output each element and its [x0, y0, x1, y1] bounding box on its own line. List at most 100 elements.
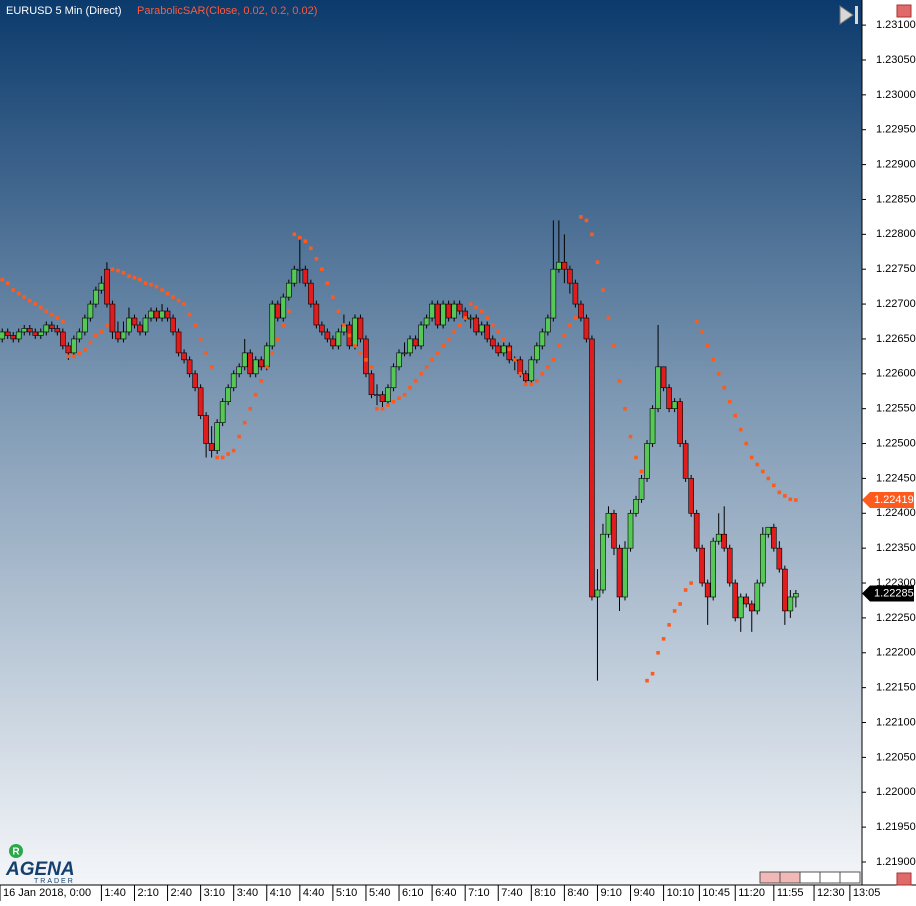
candle-body	[655, 366, 661, 409]
candle-body	[710, 540, 716, 598]
logo: AGENA	[5, 859, 75, 880]
zoom-box[interactable]	[759, 871, 781, 884]
candle-body	[87, 303, 94, 319]
sar-dot	[546, 365, 550, 369]
sar-dot	[55, 316, 60, 320]
x-tick-label: 2:40	[171, 887, 192, 899]
sar-dot	[314, 256, 319, 261]
candle-body	[379, 394, 386, 403]
y-tick-label: 1.22900	[876, 158, 916, 170]
sar-dot	[242, 420, 247, 425]
candle-body	[445, 303, 452, 319]
sar-last-box	[862, 492, 914, 509]
sar-dot	[645, 678, 649, 683]
sar-dot	[220, 455, 225, 460]
candle-body	[153, 310, 160, 319]
candle-body	[594, 589, 601, 598]
sar-dot	[535, 378, 539, 383]
candle-body	[126, 317, 132, 333]
sar-dot	[16, 291, 21, 296]
sar-dot	[248, 406, 253, 411]
sar-dot	[540, 372, 545, 376]
sar-dot	[777, 490, 782, 495]
zoom-box[interactable]	[779, 871, 801, 884]
x-tick-label: 6:10	[402, 887, 423, 899]
candle-body	[401, 352, 408, 355]
sar-dot	[479, 309, 484, 313]
sar-dot	[292, 232, 297, 237]
sar-dot	[281, 323, 286, 327]
sar-dot	[678, 602, 682, 606]
candle-body	[236, 366, 242, 375]
candle-body	[423, 317, 430, 326]
candle-body	[456, 303, 463, 312]
zoom-box[interactable]	[799, 871, 821, 884]
sar-dot	[772, 483, 776, 488]
sar-dot	[794, 498, 798, 502]
candle-body	[374, 394, 380, 397]
sar-dot	[650, 671, 655, 676]
candle-body	[506, 345, 513, 361]
sar-dot	[446, 337, 451, 341]
candle-body	[627, 512, 634, 549]
sar-dot	[0, 277, 5, 282]
candle-body	[186, 359, 193, 375]
sar-dot	[143, 281, 148, 285]
logo-badge-text: R	[12, 847, 20, 858]
sar-dot	[700, 330, 704, 334]
candle-body	[247, 352, 254, 375]
candle-body	[357, 317, 364, 340]
candle-body	[396, 352, 402, 368]
sar-dot	[386, 403, 390, 407]
sar-dot	[617, 378, 622, 383]
candle-body	[660, 366, 667, 389]
sar-dot	[27, 298, 32, 303]
candle-body	[550, 268, 557, 319]
candle-body	[137, 324, 143, 333]
sar-dot	[259, 378, 264, 383]
zoom-box[interactable]	[839, 871, 861, 884]
y-tick-label: 1.22750	[876, 263, 916, 275]
sar-dot	[711, 358, 715, 362]
candle-body	[754, 582, 761, 612]
candle-body	[109, 303, 116, 333]
sar-dot	[275, 337, 280, 341]
candle-body	[715, 533, 722, 542]
y-tick-label: 1.22150	[876, 682, 916, 694]
sar-dot	[468, 302, 473, 306]
candle-body	[368, 373, 375, 396]
candle-body	[330, 338, 336, 347]
sar-dot	[364, 358, 368, 362]
candle-body	[682, 443, 689, 479]
candle-body	[335, 331, 342, 347]
sar-dot	[127, 274, 131, 278]
sar-dot	[231, 448, 236, 453]
candle-body	[528, 359, 535, 382]
axis-button[interactable]	[896, 872, 912, 886]
sar-dot	[402, 392, 407, 397]
zoom-box[interactable]	[819, 871, 841, 884]
sar-dot	[452, 330, 456, 334]
play-button[interactable]	[839, 5, 854, 25]
sar-dot	[783, 494, 787, 498]
sar-last-label: 1.22419	[874, 494, 914, 506]
sar-dot	[457, 323, 462, 327]
y-tick-label: 1.23100	[876, 19, 916, 31]
candle-body	[473, 317, 479, 333]
axis-button[interactable]	[896, 4, 912, 18]
sar-dot	[138, 277, 142, 282]
candle-body	[561, 261, 568, 270]
candle-body	[324, 331, 331, 340]
sar-dot	[253, 392, 258, 397]
candle-body	[363, 338, 369, 375]
sar-dot	[485, 316, 490, 320]
sar-dot	[788, 497, 793, 502]
candle-body	[633, 499, 639, 514]
sar-dot	[369, 365, 374, 369]
sar-dot	[149, 282, 153, 287]
sar-dot	[391, 399, 396, 404]
y-tick-label: 1.22600	[876, 368, 916, 380]
candle-body	[545, 317, 551, 333]
sar-dot	[320, 267, 324, 271]
